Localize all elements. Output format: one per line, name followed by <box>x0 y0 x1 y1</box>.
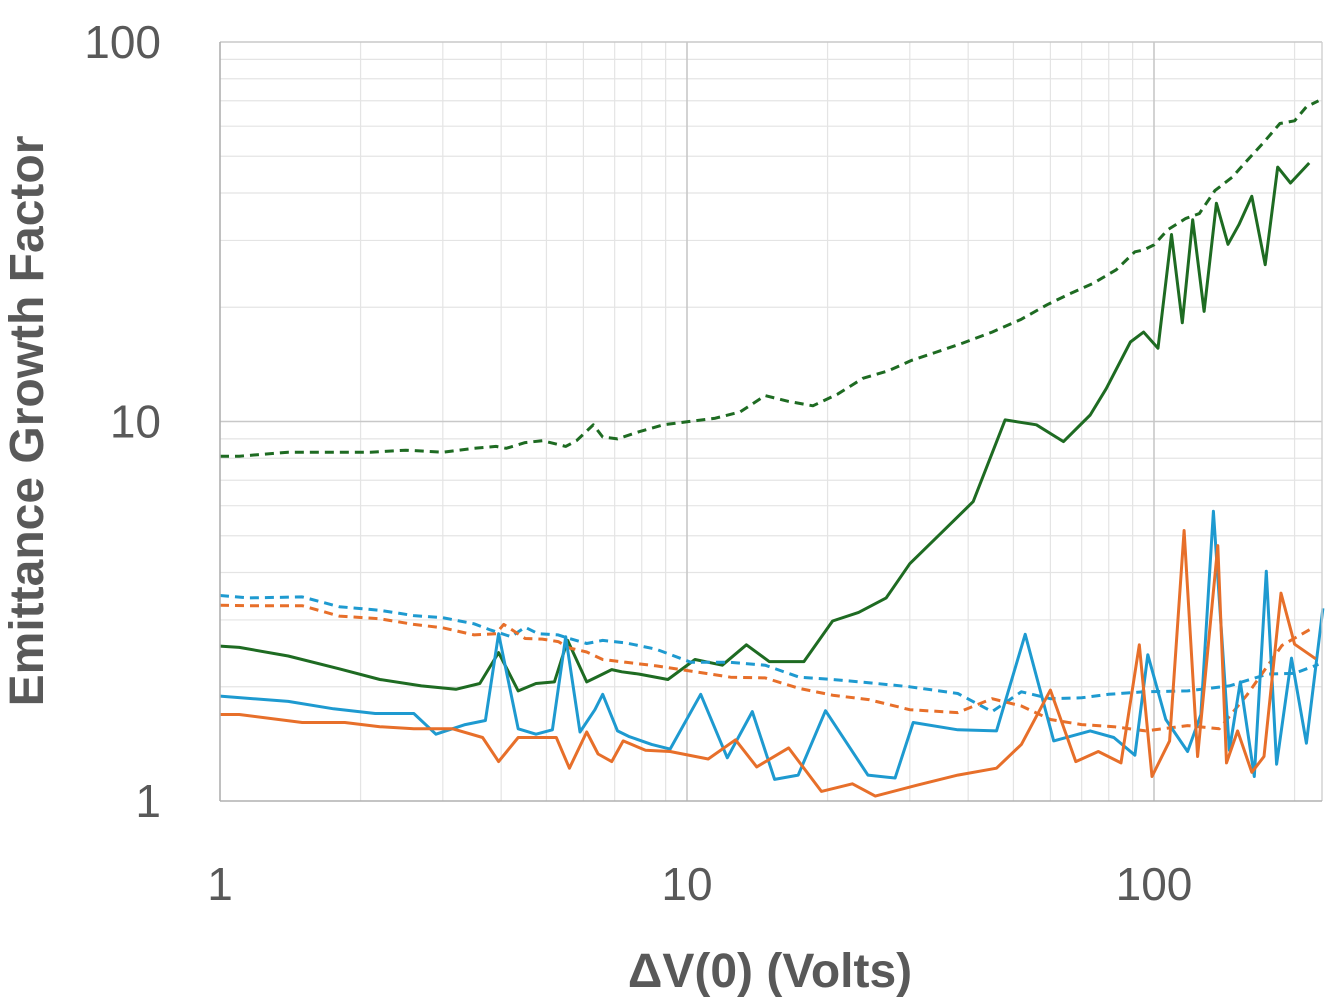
series-line-2 <box>219 161 1311 693</box>
x-tick-label: 10 <box>661 858 712 910</box>
series-line-4 <box>219 603 1315 733</box>
y-tick-label: 1 <box>135 775 161 827</box>
x-tick-labels: 1 10 100 <box>207 858 1192 910</box>
series-line-3 <box>219 594 1320 714</box>
series-line-5 <box>219 509 1325 781</box>
series-line-6 <box>220 529 1317 798</box>
y-tick-label: 10 <box>110 396 161 448</box>
axes <box>219 42 1323 802</box>
x-tick-label: 100 <box>1116 858 1193 910</box>
series-lines <box>219 99 1325 798</box>
x-tick-label: 1 <box>207 858 233 910</box>
y-tick-labels: 1 10 100 <box>84 16 161 827</box>
x-axis-title: ΔV(0) (Volts) <box>628 945 912 998</box>
y-tick-label: 100 <box>84 16 161 68</box>
series-line-1 <box>220 99 1320 458</box>
y-axis-title: Emittance Growth Factor <box>1 136 54 707</box>
